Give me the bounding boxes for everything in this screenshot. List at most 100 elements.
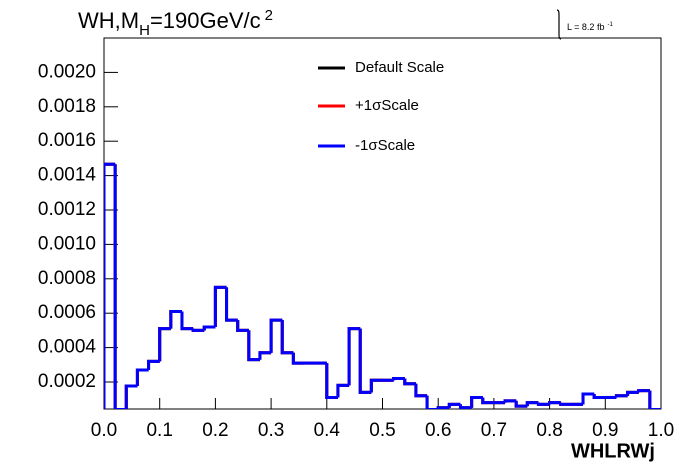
histogram-bin (447, 402, 461, 408)
histogram-bin (113, 164, 127, 409)
histogram-bin (614, 394, 628, 398)
histogram-bin (403, 378, 416, 386)
histogram-bin (648, 390, 661, 409)
legend-label: +1σScale (355, 97, 419, 114)
x-tick-label: 1.0 (648, 420, 674, 441)
x-axis-label: WHLRWj (571, 440, 655, 462)
histogram-bin (191, 328, 205, 332)
y-tick-label: 0.0014 (38, 165, 97, 186)
histogram-bin (358, 328, 372, 394)
y-tick-label: 0.0002 (38, 371, 96, 392)
histogram-bin (470, 395, 483, 408)
histogram-bin (592, 394, 606, 399)
histogram-bin (425, 395, 439, 409)
histogram-bin (202, 325, 216, 331)
chart-title: WH,MH=190GeV/c 2 (78, 7, 273, 39)
histogram-bin (135, 368, 149, 386)
x-tick-label: 0.6 (425, 420, 451, 441)
histogram-bin (280, 320, 294, 355)
histogram-bin (124, 384, 138, 409)
histogram-bin (258, 351, 272, 360)
histogram-bin (158, 327, 171, 362)
x-tick-label: 0.8 (536, 420, 562, 441)
histogram-bin (213, 285, 227, 327)
histogram-bin (104, 162, 116, 409)
histogram-bin (336, 383, 350, 398)
legend-label: Default Scale (355, 59, 444, 76)
histogram-bin (169, 309, 182, 329)
histogram-bin (169, 309, 182, 329)
histogram-bin (414, 383, 428, 398)
histogram-bin (369, 378, 383, 393)
histogram-bin (291, 352, 305, 365)
histogram-bin (325, 363, 338, 399)
y-tick-label: 0.0018 (38, 96, 96, 117)
histogram-bin (648, 390, 661, 409)
histogram-bin (425, 395, 439, 409)
histogram-bin (358, 328, 372, 394)
histogram-bin (559, 402, 572, 406)
histogram-bin (135, 368, 149, 386)
x-tick-label: 0.5 (369, 420, 395, 441)
histogram-bin (225, 287, 238, 322)
histogram-bin (225, 287, 238, 322)
histogram-bin (514, 400, 528, 408)
x-tick-label: 0.3 (258, 420, 284, 441)
histogram-bin (213, 285, 227, 327)
histogram-bin (481, 397, 494, 405)
histogram-bin (291, 352, 305, 365)
histogram-bin (536, 402, 550, 406)
histogram-bin (104, 162, 116, 409)
y-tick-label: 0.0012 (38, 199, 96, 220)
histogram-bin (436, 406, 450, 409)
histogram-bin (581, 392, 595, 405)
histogram-bin (347, 327, 361, 386)
histogram-bin (135, 368, 149, 386)
histogram-bin (236, 320, 249, 332)
histogram-bin (104, 162, 116, 409)
x-tick-label: 0.7 (481, 420, 507, 441)
histogram-bin (470, 395, 483, 408)
histogram-bin (236, 320, 249, 332)
histogram-bin (358, 328, 372, 394)
histogram-bin (124, 384, 138, 409)
y-tick-label: 0.0006 (38, 302, 96, 323)
histogram-bin (548, 401, 561, 405)
histogram-bin (113, 164, 127, 409)
y-tick-label: 0.0020 (38, 61, 96, 82)
histogram-bin (280, 320, 294, 355)
histogram-bin (169, 309, 182, 329)
y-tick-label: 0.0016 (38, 130, 96, 151)
histogram-bin (581, 392, 595, 405)
histogram-bin (147, 359, 160, 370)
histogram-bin (425, 395, 439, 409)
histogram-bin (225, 287, 238, 322)
histogram-bin (180, 311, 194, 331)
histogram-bin (213, 285, 227, 327)
histogram-bin (113, 164, 127, 409)
y-tick-label: 0.0004 (38, 337, 97, 358)
annotation: L = 8.2 fb -1 (567, 22, 613, 33)
histogram-bin (158, 327, 171, 362)
histogram-bin (291, 352, 305, 365)
plot-frame (103, 37, 662, 410)
histogram-bin (180, 311, 194, 331)
integral-sign (556, 9, 562, 40)
histogram-bin (269, 318, 283, 353)
y-tick-label: 0.0008 (38, 268, 96, 289)
histogram-bin (269, 318, 283, 353)
histogram-bin (369, 378, 383, 393)
y-tick-label: 0.0010 (38, 233, 96, 254)
x-tick-label: 0.4 (314, 420, 341, 441)
histogram-bin (247, 330, 260, 362)
histogram-bin (648, 390, 661, 409)
histogram-bin (347, 327, 361, 386)
x-tick-label: 0.0 (91, 420, 117, 441)
legend-label: -1σScale (355, 137, 415, 154)
histogram-bin (247, 330, 260, 362)
histogram-bin (626, 390, 639, 396)
histogram-bin (458, 404, 472, 409)
histogram-bin (158, 327, 171, 362)
histogram-bin (414, 383, 428, 398)
